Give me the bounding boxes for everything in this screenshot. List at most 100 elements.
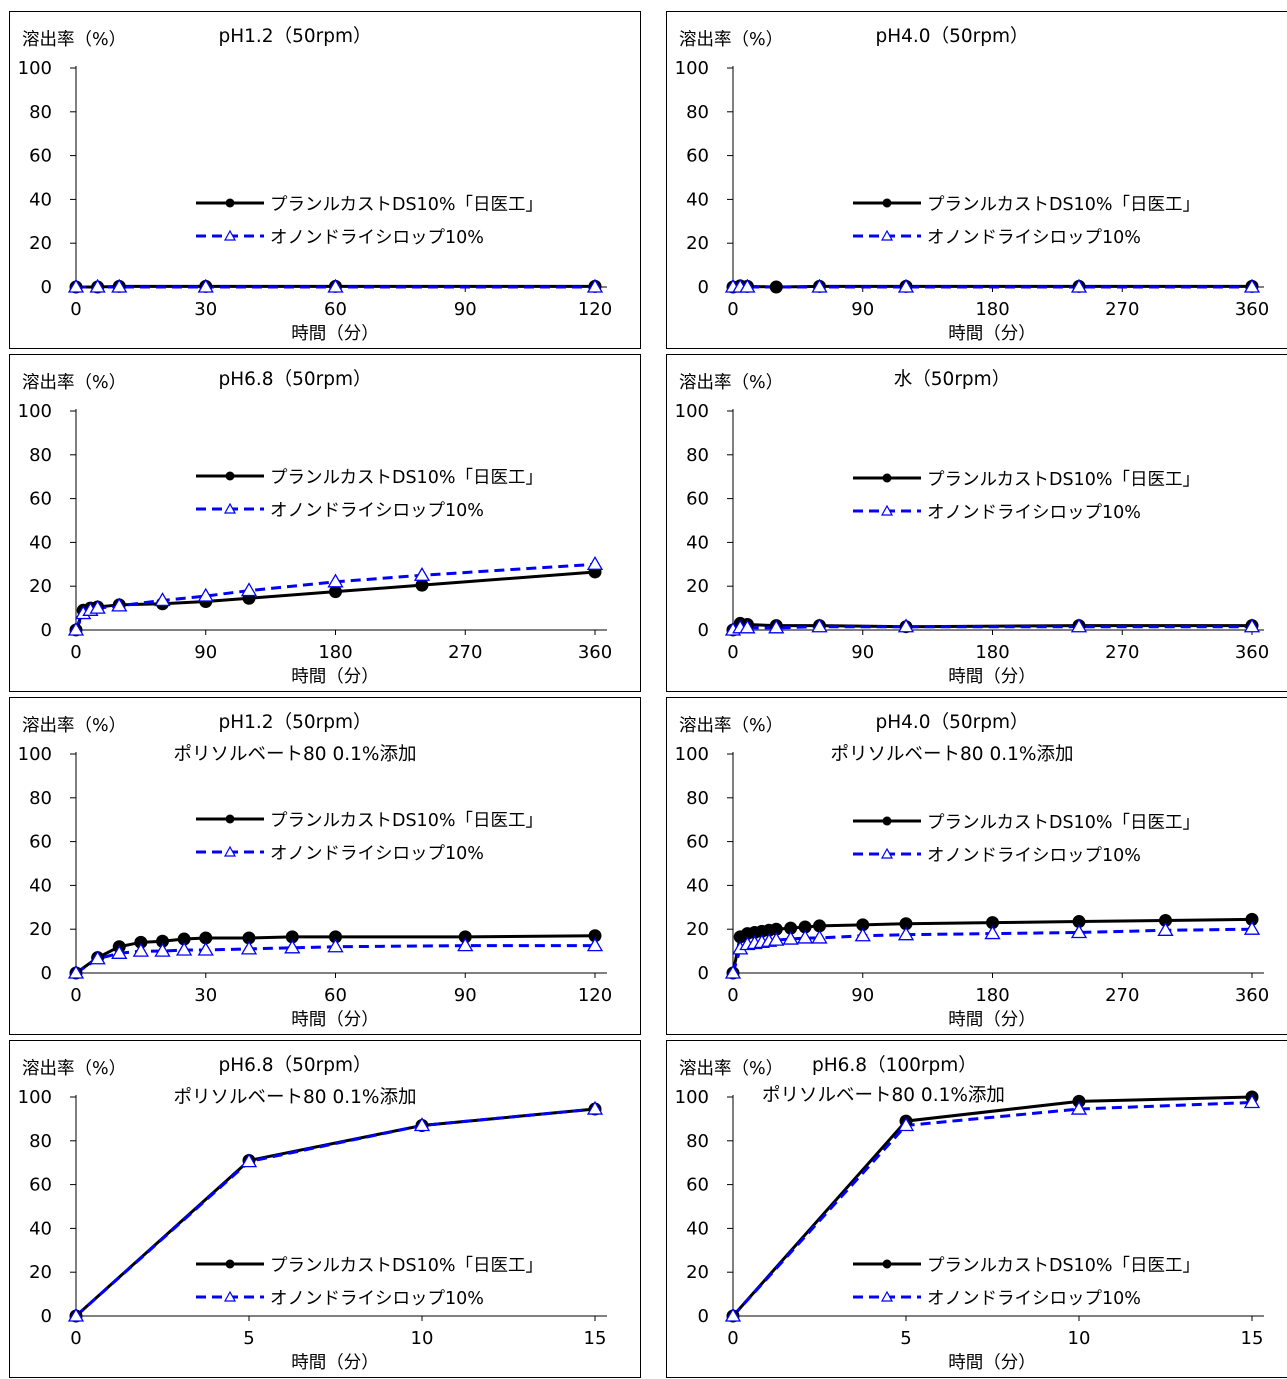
series-2-point — [89, 278, 106, 293]
series-2-point — [1243, 1094, 1261, 1109]
legend-series-1-label: プランルカストDS10%「日医工」 — [927, 813, 1200, 833]
x-tick-label: 15 — [584, 1328, 607, 1349]
x-axis-label: 時間（分） — [948, 1353, 1036, 1373]
x-tick-label: 180 — [318, 642, 352, 663]
series-2-point — [89, 950, 106, 965]
x-axis-label: 時間（分） — [948, 324, 1036, 344]
series-2-point — [240, 582, 258, 597]
chart-panel-2: 溶出率（%） pH4.0（50rpm） 0 20 40 60 80 100 0 90 180 270 3… — [666, 11, 1287, 349]
series-2-point — [586, 937, 604, 952]
x-tick-label: 0 — [70, 642, 81, 663]
chart-title: pH1.2（50rpm） — [219, 712, 372, 733]
y-tick-label: 0 — [698, 277, 709, 298]
series-2-point — [67, 621, 85, 636]
series-1-point — [769, 922, 783, 936]
y-tick-label: 60 — [686, 1175, 709, 1196]
legend-series-2-label: オノンドライシロップ10% — [927, 503, 1141, 523]
series-1-point — [134, 935, 148, 949]
y-tick-label: 60 — [686, 146, 709, 167]
y-tick-label: 40 — [29, 875, 52, 896]
series-1-point — [156, 934, 169, 948]
series-1-point — [813, 919, 826, 933]
chart-title: pH4.0（50rpm） — [876, 26, 1029, 47]
y-axis-label: 溶出率（%） — [22, 373, 126, 393]
x-tick-label: 60 — [324, 985, 347, 1006]
series-1-point — [199, 931, 213, 945]
legend-series-2-label: オノンドライシロップ10% — [927, 1289, 1141, 1309]
chart-title: pH4.0（50rpm） — [876, 712, 1029, 733]
x-tick-label: 30 — [194, 985, 217, 1006]
series-2-point — [67, 278, 85, 293]
x-tick-label: 90 — [454, 985, 477, 1006]
series-2-point — [1243, 920, 1261, 935]
series-2-point — [413, 566, 431, 581]
series-2-point — [175, 941, 193, 956]
chart-panel-4: 溶出率（%） 水（50rpm） 0 20 40 60 80 100 0 90 180 270 360 時間… — [666, 354, 1287, 692]
y-tick-label: 60 — [686, 489, 709, 510]
x-tick-label: 120 — [578, 299, 612, 320]
series-1-point — [1159, 913, 1172, 927]
series-2-point — [897, 278, 915, 293]
x-tick-label: 60 — [324, 299, 347, 320]
series-2-point — [240, 940, 258, 955]
y-tick-label: 100 — [18, 58, 52, 79]
series-1-line — [74, 1107, 596, 1318]
series-2-point — [768, 619, 785, 634]
series-1-point — [242, 931, 256, 945]
x-tick-label: 180 — [975, 299, 1009, 320]
series-1-point — [588, 929, 602, 943]
series-2-point — [197, 278, 214, 293]
legend-series-1-label: プランルカストDS10%「日医工」 — [927, 470, 1200, 490]
series-2-point — [897, 618, 915, 633]
chart-panel-1: 溶出率（%） pH1.2（50rpm） 0 20 40 60 80 100 0 30 60 90 120… — [9, 11, 641, 349]
y-tick-label: 20 — [686, 576, 709, 597]
chart-panel-8: 溶出率（%） pH6.8（100rpm） ポリソルベート80 0.1%添加 0 20 40… — [666, 1040, 1287, 1378]
y-tick-label: 0 — [698, 1306, 709, 1327]
legend-series-1-label: プランルカストDS10%「日医工」 — [270, 1256, 543, 1276]
chart-title: pH6.8（100rpm） — [812, 1055, 977, 1076]
series-2-point — [132, 942, 150, 957]
series-2-point — [327, 573, 344, 588]
series-2-point — [586, 1100, 604, 1115]
y-tick-label: 60 — [29, 832, 52, 853]
chart-svg: 溶出率（%） pH1.2（50rpm） 0 20 40 60 80 100 0 30 60 90 120… — [18, 26, 613, 344]
series-2-point — [739, 278, 756, 293]
x-tick-label: 90 — [851, 642, 874, 663]
y-tick-label: 20 — [686, 233, 709, 254]
series-1-line — [731, 1095, 1253, 1317]
y-tick-label: 40 — [29, 1218, 52, 1239]
legend-series-1-marker — [882, 816, 892, 826]
x-tick-label: 270 — [448, 642, 482, 663]
y-tick-label: 20 — [29, 576, 52, 597]
series-2-point — [197, 941, 214, 956]
y-tick-label: 100 — [18, 401, 52, 422]
legend-series-2-label: オノンドライシロップ10% — [927, 228, 1141, 248]
x-tick-label: 90 — [454, 299, 477, 320]
series-2-point — [1070, 1100, 1088, 1115]
legend-series-1-label: プランルカストDS10%「日医工」 — [270, 468, 543, 488]
legend-series-1-marker — [225, 1259, 235, 1269]
y-axis-label: 溶出率（%） — [22, 30, 126, 50]
y-tick-label: 80 — [686, 1131, 709, 1152]
legend-series-2-marker — [223, 229, 237, 241]
legend-series-2-label: オノンドライシロップ10% — [270, 501, 484, 521]
legend-series-2-marker — [880, 504, 894, 516]
chart-title: pH6.8（50rpm） — [219, 1055, 372, 1076]
y-axis-label: 溶出率（%） — [679, 716, 783, 736]
y-tick-label: 0 — [41, 620, 52, 641]
series-2-line — [75, 1107, 596, 1318]
y-tick-label: 100 — [675, 58, 709, 79]
chart-title: pH1.2（50rpm） — [219, 26, 372, 47]
series-2-point — [457, 937, 474, 952]
x-tick-label: 360 — [578, 642, 612, 663]
y-tick-label: 0 — [41, 1306, 52, 1327]
series-2-point — [111, 597, 128, 612]
y-tick-label: 0 — [698, 963, 709, 984]
y-tick-label: 40 — [686, 1218, 709, 1239]
y-tick-label: 80 — [686, 445, 709, 466]
x-tick-label: 360 — [1235, 299, 1269, 320]
y-tick-label: 100 — [18, 1087, 52, 1108]
series-1-point — [856, 918, 870, 932]
x-tick-label: 5 — [243, 1328, 254, 1349]
series-2-point — [284, 939, 301, 954]
